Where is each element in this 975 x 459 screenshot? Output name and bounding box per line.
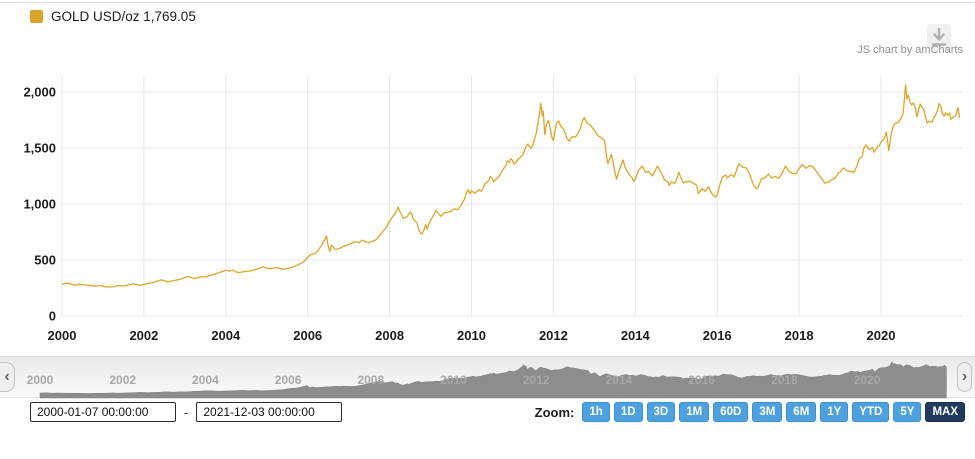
navigator-year-label: 2014 <box>606 373 633 387</box>
zoom-button-3d[interactable]: 3D <box>646 402 676 422</box>
price-line <box>61 84 961 288</box>
navigator-year-label: 2016 <box>688 373 715 387</box>
chevron-right-icon: › <box>961 368 968 385</box>
zoom-button-1h[interactable]: 1h <box>582 402 610 422</box>
x-axis-label: 2018 <box>785 328 814 343</box>
x-axis-label: 2000 <box>48 328 77 343</box>
zoom-controls: Zoom: 1h 1D 3D 1M 60D 3M 6M 1Y YTD 5Y MAX <box>535 402 965 422</box>
zoom-button-1d[interactable]: 1D <box>613 402 643 422</box>
navigator-year-label: 2000 <box>27 373 54 387</box>
top-divider <box>0 2 975 3</box>
export-menu-icon[interactable] <box>927 24 951 50</box>
y-axis-label: 500 <box>34 253 56 268</box>
x-axis-label: 2002 <box>129 328 158 343</box>
navigator-track[interactable]: 2000 2002 2004 2006 2008 2010 2012 2014 2016 2018… <box>0 356 975 399</box>
zoom-button-60d[interactable]: 60D <box>713 402 749 422</box>
x-axis-label: 2006 <box>293 328 322 343</box>
navigator-right-handle[interactable]: › <box>957 362 972 392</box>
zoom-button-3m[interactable]: 3M <box>752 402 783 422</box>
date-from-input[interactable] <box>30 402 176 422</box>
navigator-year-label: 2008 <box>357 373 384 387</box>
download-arrow-icon <box>931 27 947 46</box>
x-axis-label: 2012 <box>539 328 568 343</box>
navigator-year-label: 2012 <box>523 373 550 387</box>
x-axis-label: 2016 <box>703 328 732 343</box>
navigator-year-label: 2010 <box>440 373 467 387</box>
x-axis-label: 2014 <box>621 328 651 343</box>
x-axis-label: 2020 <box>867 328 896 343</box>
y-axis-label: 1,500 <box>23 141 56 156</box>
amcharts-watermark-link[interactable]: JS chart by amCharts <box>857 44 963 56</box>
navigator-year-label: 2018 <box>771 373 798 387</box>
y-axis-label: 0 <box>49 309 56 324</box>
navigator-year-label: 2002 <box>109 373 136 387</box>
navigator-year-label: 2020 <box>854 373 881 387</box>
legend-label: GOLD USD/oz 1,769.05 <box>51 9 196 24</box>
zoom-button-1y[interactable]: 1Y <box>820 402 849 422</box>
date-range-separator: - <box>184 404 189 420</box>
x-axis-label: 2008 <box>375 328 404 343</box>
navigator-year-label: 2006 <box>275 373 302 387</box>
x-axis-label: 2004 <box>211 328 241 343</box>
price-chart-svg[interactable]: 0 500 1,000 1,500 2,000 2000 2002 2004 2006 2008 2… <box>0 0 975 352</box>
navigator-area <box>39 361 947 399</box>
zoom-button-group: 1h 1D 3D 1M 60D 3M 6M 1Y YTD 5Y MAX <box>578 402 965 422</box>
navigator-left-handle[interactable]: ‹ <box>0 362 15 392</box>
date-to-input[interactable] <box>196 402 343 422</box>
zoom-button-1m[interactable]: 1M <box>679 402 710 422</box>
zoom-button-6m[interactable]: 6M <box>786 402 817 422</box>
legend[interactable]: GOLD USD/oz 1,769.05 <box>30 9 196 24</box>
chevron-left-icon: ‹ <box>4 368 10 385</box>
navigator-svg[interactable]: 2000 2002 2004 2006 2008 2010 2012 2014 2016 2018… <box>0 357 975 399</box>
zoom-button-max[interactable]: MAX <box>925 402 965 422</box>
x-axis-label: 2010 <box>457 328 486 343</box>
zoom-button-5y[interactable]: 5Y <box>893 402 922 422</box>
zoom-button-ytd[interactable]: YTD <box>852 402 890 422</box>
price-chart-area[interactable]: 0 500 1,000 1,500 2,000 2000 2002 2004 2006 2008 2… <box>0 0 975 352</box>
legend-marker-icon <box>30 10 43 23</box>
y-axis-label: 1,000 <box>23 197 56 212</box>
navigator-year-label: 2004 <box>192 373 219 387</box>
y-axis-label: 2,000 <box>23 85 56 100</box>
zoom-label: Zoom: <box>534 404 575 420</box>
